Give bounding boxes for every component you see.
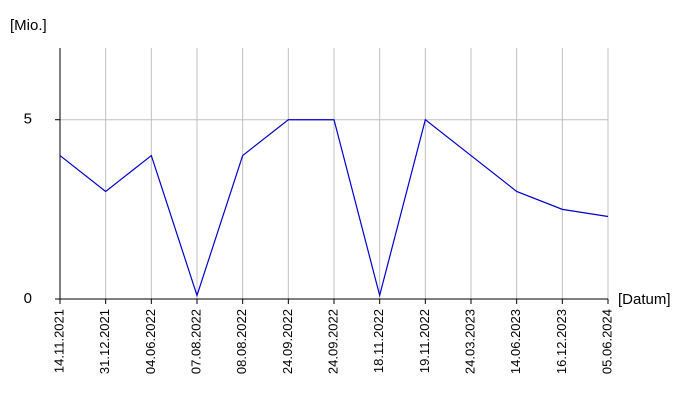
x-tick-label: 24.03.2023: [462, 309, 477, 374]
x-tick-label: 24.09.2022: [280, 309, 295, 374]
data-line: [59, 118, 609, 298]
y-tick-label: 0: [24, 290, 32, 307]
x-tick-label: 16.12.2023: [554, 309, 569, 374]
x-tick-label: 04.06.2022: [143, 309, 158, 374]
x-tick-label: 14.11.2021: [51, 309, 66, 373]
x-tick-label: 05.06.2024: [599, 309, 614, 374]
x-axis-label: [Datum]: [618, 291, 671, 308]
x-tick-label: 19.11.2022: [417, 309, 432, 373]
x-tick-label: 14.06.2023: [508, 309, 523, 374]
x-tick-label: 31.12.2021: [97, 309, 112, 374]
x-tick-label: 08.08.2022: [234, 309, 249, 374]
x-tick-label: 24.09.2022: [325, 309, 340, 374]
y-tick-label: 5: [24, 111, 32, 128]
x-tick-label: 07.08.2022: [188, 309, 203, 374]
y-axis-label: [Mio.]: [10, 17, 47, 34]
x-tick-label: 18.11.2022: [371, 309, 386, 373]
